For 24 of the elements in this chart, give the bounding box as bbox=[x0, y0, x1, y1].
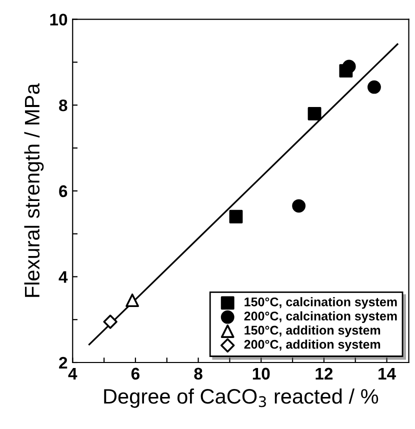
legend-label: 200°C, calcination system bbox=[244, 311, 397, 323]
x-tick-label: 6 bbox=[131, 368, 140, 380]
point bbox=[103, 314, 118, 329]
y-axis-title: Flexural strength / MPa bbox=[24, 83, 44, 297]
legend-label: 150°C, calcination system bbox=[244, 297, 397, 309]
legend-label: 150°C, addition system bbox=[244, 325, 380, 338]
x-tick-label: 10 bbox=[252, 368, 270, 380]
x-axis-title: Degree of CaCO$_{3}$ reacted / % bbox=[104, 388, 378, 408]
x-tick-label: 4 bbox=[68, 368, 78, 380]
point bbox=[342, 60, 356, 74]
x-tick-label: 14 bbox=[378, 368, 396, 380]
point bbox=[368, 80, 381, 94]
y-tick-label: 4 bbox=[58, 271, 68, 283]
x-tick-label: 12 bbox=[316, 368, 333, 380]
point bbox=[292, 199, 306, 213]
x-tick-label: 8 bbox=[194, 368, 202, 380]
y-tick-label: 6 bbox=[59, 185, 68, 198]
y-tick-label: 2 bbox=[59, 356, 68, 369]
point bbox=[229, 210, 243, 224]
y-tick-label: 10 bbox=[50, 14, 68, 26]
y-tick-label: 8 bbox=[59, 100, 68, 112]
point bbox=[126, 294, 140, 308]
legend-label: 200°C, addition system bbox=[244, 340, 380, 352]
point bbox=[308, 106, 322, 120]
